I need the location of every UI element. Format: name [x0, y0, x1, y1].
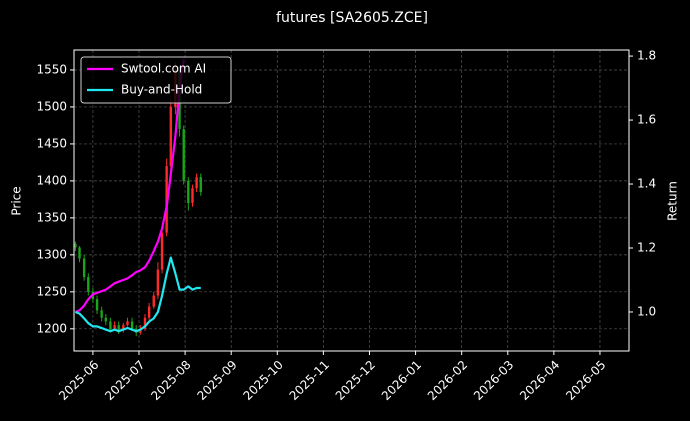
candle-body [191, 188, 194, 204]
candle-body [152, 295, 155, 307]
candle-body [95, 299, 99, 311]
x-tick-label: 2026-01 [379, 358, 424, 403]
y2-axis-label: Return [666, 181, 680, 221]
y-tick-label: 1300 [36, 247, 67, 261]
y-tick-label: 1550 [36, 62, 67, 76]
candle-body [122, 325, 125, 331]
series-line [75, 256, 201, 333]
x-tick-label: 2025-09 [194, 358, 239, 403]
y2-tick-label: 1.6 [637, 113, 656, 127]
series-line [75, 59, 185, 314]
candle-body [169, 106, 173, 167]
candle-body [187, 180, 190, 204]
candle-body [143, 317, 147, 329]
y-tick-label: 1350 [36, 210, 67, 224]
x-tick-label: 2025-11 [287, 358, 332, 403]
legend-label: Buy-and-Hold [121, 83, 202, 97]
candle-body [78, 247, 81, 259]
y2-tick-label: 1.4 [637, 177, 656, 191]
x-tick-label: 2026-03 [471, 358, 516, 403]
x-tick-label: 2026-02 [425, 358, 470, 403]
candle-body [199, 177, 202, 192]
candle-body [109, 321, 112, 329]
candle-body [147, 306, 151, 318]
candle-body [74, 243, 77, 248]
x-tick-label: 2025-10 [241, 358, 286, 403]
candle-body [130, 321, 134, 329]
y2-tick-label: 1.2 [637, 241, 656, 255]
y-tick-label: 1400 [36, 173, 67, 187]
chart-title: futures [SA2605.ZCE] [276, 10, 428, 26]
y-tick-label: 1500 [36, 99, 67, 113]
x-tick-label: 2025-06 [56, 358, 101, 403]
candle-body [117, 325, 120, 331]
y2-tick-label: 1.8 [637, 49, 656, 63]
x-tick-label: 2025-12 [333, 358, 378, 403]
candle-body [104, 317, 108, 322]
x-tick-label: 2026-05 [563, 358, 608, 403]
candle-body [82, 258, 86, 278]
y-tick-label: 1200 [36, 321, 67, 335]
x-tick-label: 2025-08 [148, 358, 193, 403]
y2-tick-label: 1.0 [637, 304, 656, 318]
candle-body [160, 232, 164, 270]
plot-frame [73, 49, 630, 352]
y-axis-label: Price [10, 186, 24, 215]
y-tick-label: 1250 [36, 284, 67, 298]
candle-body [195, 177, 198, 189]
candle-body [156, 269, 160, 296]
candle-body [126, 321, 129, 326]
x-tick-label: 2025-07 [102, 358, 147, 403]
candle-body [113, 325, 116, 329]
candle-body [87, 277, 90, 292]
x-tick-label: 2026-04 [517, 358, 562, 403]
y-tick-label: 1450 [36, 136, 67, 150]
candle-body [182, 129, 185, 181]
legend-label: Swtool.com AI [121, 62, 206, 76]
legend-box [80, 56, 232, 104]
candle-body [100, 310, 103, 318]
